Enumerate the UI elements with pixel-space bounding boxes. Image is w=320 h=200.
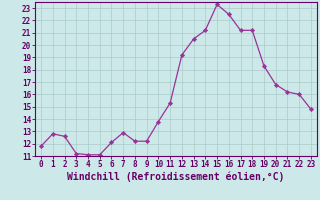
X-axis label: Windchill (Refroidissement éolien,°C): Windchill (Refroidissement éolien,°C) — [67, 172, 285, 182]
